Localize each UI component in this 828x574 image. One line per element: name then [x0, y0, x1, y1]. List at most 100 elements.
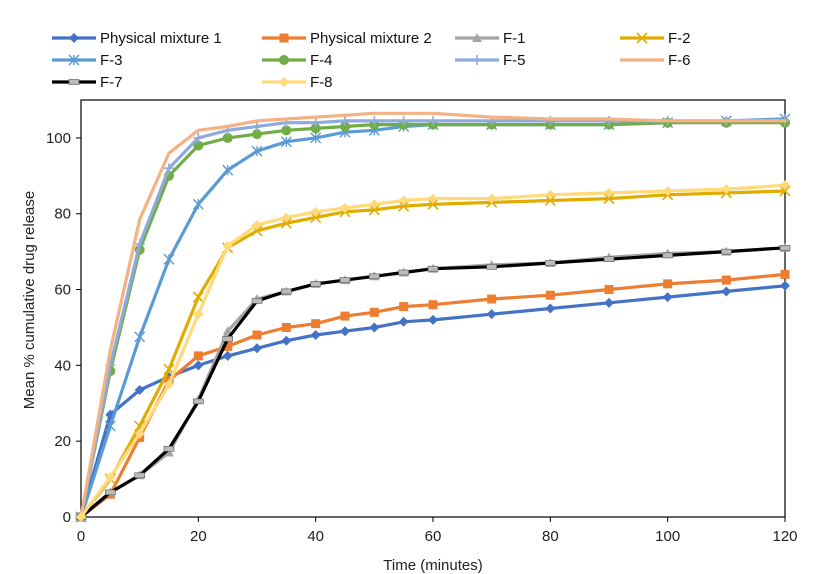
- x-axis: 0 20 40 60 80 100 120: [77, 517, 798, 545]
- legend-label: F-6: [668, 52, 691, 69]
- data-point-dash: [281, 288, 292, 295]
- data-point-diamond: [428, 193, 438, 204]
- legend-item: F-2: [620, 30, 691, 47]
- data-point-diamond: [604, 297, 614, 308]
- x-tick-label: 60: [425, 528, 442, 545]
- data-point-diamond: [662, 292, 673, 303]
- data-point-dash: [545, 260, 556, 266]
- data-point-star: [280, 136, 292, 148]
- data-point-dash: [134, 472, 145, 479]
- legend: Physical mixture 1 Physical mixture 2 F-1 F…: [52, 30, 691, 91]
- data-point-plus: [472, 55, 482, 65]
- data-point-triangle: [472, 33, 482, 42]
- data-point-diamond: [604, 187, 614, 198]
- legend-item: F-5: [455, 52, 526, 69]
- legend-item: F-6: [620, 52, 691, 69]
- x-tick-label: 100: [655, 528, 680, 545]
- data-point-diamond: [545, 303, 556, 314]
- x-axis-title: Time (minutes): [383, 557, 482, 574]
- legend-item: Physical mixture 2: [262, 30, 432, 47]
- x-tick-label: 40: [307, 528, 324, 545]
- data-point-dash: [68, 79, 80, 85]
- y-tick-label: 0: [63, 509, 71, 526]
- series-physical-mixture-2: [76, 269, 790, 522]
- data-point-diamond: [721, 184, 732, 195]
- data-point-dash: [662, 252, 673, 259]
- data-point-dash: [486, 263, 497, 270]
- y-tick-label: 100: [46, 130, 71, 147]
- legend-label: F-3: [100, 52, 123, 69]
- legend-label: Physical mixture 1: [100, 30, 222, 47]
- data-point-plus: [134, 239, 145, 250]
- data-point-star: [104, 420, 116, 432]
- data-point-dash: [193, 398, 204, 405]
- data-point-diamond: [340, 326, 350, 337]
- data-point-diamond: [134, 428, 145, 439]
- series-physical-mixture-1: [76, 280, 790, 522]
- data-point-diamond: [780, 180, 790, 191]
- data-point-circle: [310, 123, 321, 134]
- data-point-square: [399, 302, 409, 312]
- data-point-plus: [428, 115, 438, 126]
- x-tick-label: 0: [77, 528, 85, 545]
- data-point-circle: [340, 121, 350, 132]
- data-point-dash: [310, 281, 321, 287]
- data-point-diamond: [369, 199, 380, 210]
- data-point-diamond: [486, 193, 497, 204]
- legend-label: F-4: [310, 52, 333, 69]
- y-axis-title: Mean % cumulative drug release: [21, 191, 38, 409]
- legend-item: F-7: [52, 74, 123, 91]
- data-point-plus: [164, 163, 174, 174]
- series-f-1: [76, 242, 790, 521]
- legend-label: F-7: [100, 74, 123, 91]
- series-line: [79, 246, 787, 519]
- legend-label: F-5: [503, 52, 526, 69]
- data-point-diamond: [105, 472, 116, 483]
- series-f-6: [79, 111, 787, 519]
- data-point-star: [68, 54, 80, 66]
- data-point-plus: [252, 121, 262, 132]
- data-point-circle: [279, 55, 289, 65]
- y-tick-label: 20: [54, 433, 71, 450]
- data-point-diamond: [222, 350, 233, 361]
- data-point-x: [398, 200, 410, 212]
- data-point-diamond: [310, 206, 321, 217]
- y-tick-label: 80: [54, 206, 71, 223]
- data-point-dash: [721, 248, 732, 255]
- data-point-dash: [398, 269, 409, 276]
- legend-item: F-3: [52, 52, 123, 69]
- data-point-circle: [193, 140, 204, 151]
- data-point-star: [222, 164, 234, 176]
- data-point-diamond: [279, 77, 289, 87]
- data-point-star: [251, 145, 263, 157]
- series-line: [79, 183, 787, 519]
- data-point-dash: [105, 489, 116, 496]
- series-f-8: [76, 180, 790, 522]
- data-point-x: [544, 194, 556, 207]
- data-point-dash: [779, 245, 791, 251]
- data-point-star: [310, 132, 322, 144]
- data-point-x: [310, 211, 322, 224]
- data-point-diamond: [193, 309, 204, 320]
- data-point-x: [636, 32, 648, 44]
- y-axis: 0 20 40 60 80 100: [46, 130, 81, 526]
- legend-item: Physical mixture 1: [52, 30, 222, 47]
- data-point-diamond: [369, 322, 380, 333]
- data-point-square: [663, 279, 673, 289]
- data-point-star: [192, 198, 204, 210]
- data-point-x: [192, 291, 204, 303]
- data-point-diamond: [193, 360, 204, 371]
- legend-item: F-8: [262, 74, 333, 91]
- data-point-x: [779, 185, 791, 197]
- data-point-diamond: [780, 280, 790, 291]
- data-point-diamond: [281, 335, 292, 346]
- data-point-square: [604, 285, 614, 295]
- x-tick-label: 20: [190, 528, 207, 545]
- data-point-diamond: [222, 240, 233, 251]
- data-point-circle: [252, 129, 262, 140]
- y-tick-label: 60: [54, 282, 71, 299]
- data-point-diamond: [281, 212, 292, 223]
- data-point-circle: [281, 125, 292, 136]
- series-line: [79, 246, 787, 519]
